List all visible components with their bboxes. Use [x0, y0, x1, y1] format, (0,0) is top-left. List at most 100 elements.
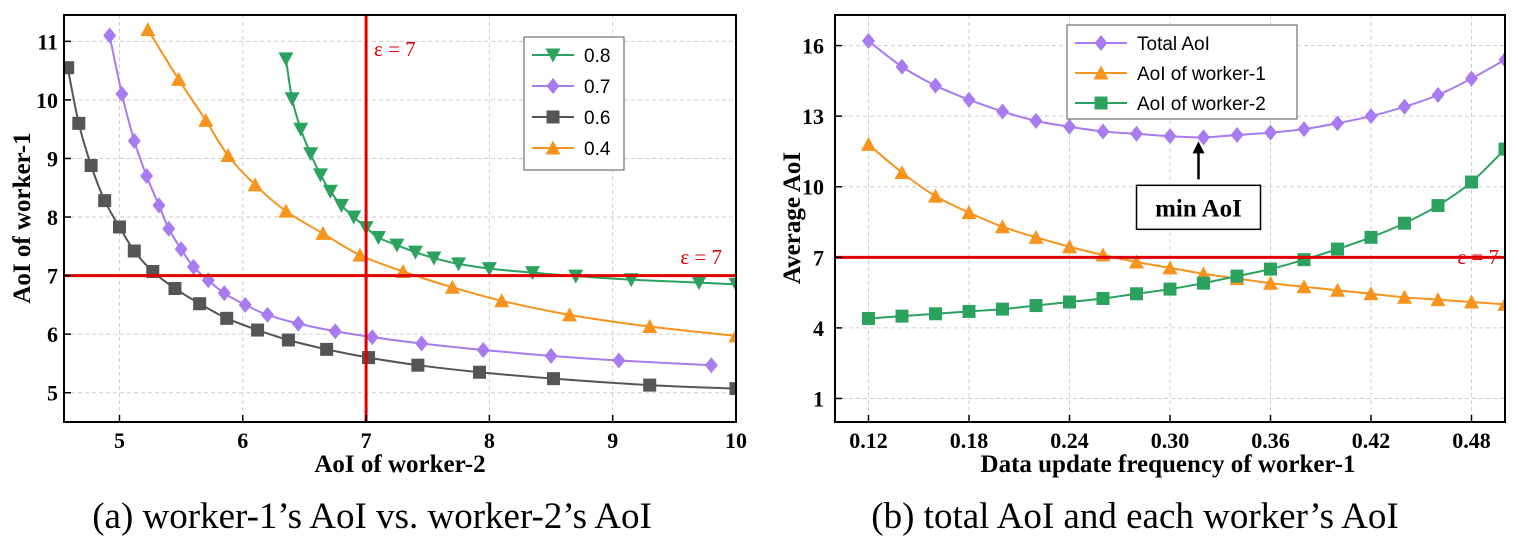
- a-series-2-point: [220, 311, 234, 325]
- b-series-0-point: [1264, 124, 1277, 141]
- a-series-0-point: [370, 231, 386, 246]
- a-x-tick-label: 5: [114, 428, 125, 453]
- b-series-2-point: [1230, 269, 1244, 283]
- a-legend-item-0: 0.8: [532, 46, 610, 67]
- b-x-tick-label: 0.18: [950, 428, 989, 453]
- annotation-box: [1135, 184, 1262, 231]
- b-series-2-point: [1163, 282, 1177, 296]
- a-x-axis-title: AoI of worker-2: [314, 451, 485, 478]
- a-series-3-point: [278, 203, 294, 218]
- b-series-0-point: [1297, 121, 1311, 138]
- b-x-tick-label: 0.36: [1251, 428, 1290, 453]
- a-legend-item-3: 0.4: [532, 139, 611, 160]
- b-series-0-point: [929, 77, 942, 94]
- a-legend-item-2: 0.6: [532, 108, 610, 129]
- b-reference-lines: ε = 7: [835, 245, 1505, 269]
- b-series-1-point: [1430, 292, 1446, 307]
- b-x-tick-label: 0.30: [1151, 428, 1190, 453]
- b-y-axis-title: Average AoI: [779, 152, 806, 284]
- a-plot-frame: [63, 14, 737, 423]
- b-series-2-point: [929, 307, 942, 321]
- a-series-1-point: [103, 27, 117, 44]
- a-legend-swatch-marker: [546, 110, 560, 124]
- a-series-2-point: [127, 244, 141, 258]
- a-x-tick-label: 9: [607, 428, 618, 453]
- caption-a: (a) worker-1’s AoI vs. worker-2’s AoI: [92, 496, 652, 537]
- a-series-2-point: [643, 378, 657, 392]
- a-series-1-point: [127, 132, 141, 149]
- b-series-0-point: [1498, 51, 1505, 68]
- b-series-2-point: [996, 302, 1009, 316]
- a-legend-label: 0.8: [584, 46, 610, 67]
- a-series-2-point: [84, 159, 98, 173]
- a-series-2-point: [168, 281, 182, 295]
- b-tick-labels: 0.12 0.18 0.24 0.30 0.36 0.42 0.48 1 4 7 10 13 16: [802, 34, 1491, 453]
- b-series-1-point: [995, 219, 1010, 234]
- a-series-1-point: [140, 168, 154, 185]
- b-series-2-point: [962, 304, 976, 318]
- panel-a: ε = 7 ε = 7 5 6 7 8 9 10 5 6 7 8 9 10 11 AoI of worke…: [9, 14, 747, 478]
- b-legend-item-1: AoI of worker-1: [1075, 64, 1266, 85]
- a-series-1-point: [115, 86, 129, 103]
- b-series-1-point: [1129, 254, 1144, 269]
- b-min-aoi-annotation: min AoI: [1135, 141, 1262, 231]
- a-series-0-point: [426, 251, 442, 266]
- a-series-2-point: [64, 61, 75, 75]
- b-series-1-point: [861, 136, 876, 151]
- a-series-3-point: [562, 307, 578, 322]
- a-series-1-point: [162, 220, 176, 237]
- a-series-3-point: [444, 279, 460, 294]
- b-series-0-point: [1398, 98, 1411, 115]
- a-series-3-point: [315, 225, 331, 240]
- a-series-1-point: [476, 341, 490, 358]
- b-series-2-point: [1029, 299, 1043, 313]
- b-series-0-point: [1096, 123, 1110, 140]
- b-series-0-point: [1029, 112, 1043, 129]
- a-series-2-point: [98, 194, 112, 208]
- b-series-2-point: [1297, 253, 1311, 267]
- b-series-2-point: [1364, 230, 1378, 244]
- b-series-0-point: [1197, 129, 1210, 146]
- a-series-0-point: [389, 238, 405, 253]
- panel-b: ε = 7 0.12 0.18 0.24 0.30 0.36 0.42 0.48 1 4 7 10 1…: [779, 14, 1506, 478]
- a-series-1-point: [328, 323, 342, 340]
- b-series-0-point: [1465, 70, 1478, 87]
- b-x-tick-label: 0.12: [849, 428, 888, 453]
- a-series-1-point: [152, 197, 166, 214]
- b-series-1-point: [1497, 296, 1505, 311]
- b-legend-item-0: Total AoI: [1075, 34, 1210, 55]
- a-series-0-line: [284, 58, 736, 286]
- a-x-tick-label: 6: [237, 428, 248, 453]
- a-series-2-point: [112, 220, 126, 234]
- b-series-1-point: [1296, 279, 1312, 294]
- a-x-tick-label: 10: [725, 428, 747, 453]
- b-ref-label: ε = 7: [1457, 245, 1499, 269]
- b-x-tick-label: 0.42: [1352, 428, 1391, 453]
- a-series-0-point: [451, 257, 467, 272]
- a-tick-labels: 5 6 7 8 9 10 5 6 7 8 9 10 11: [36, 29, 747, 453]
- a-y-tick-label: 6: [47, 322, 58, 347]
- b-series-0-point: [1230, 126, 1244, 143]
- b-series-1-point: [1028, 229, 1044, 244]
- a-series-3-point: [220, 148, 236, 163]
- b-legend-swatch-marker: [1094, 35, 1108, 51]
- b-series-1: [861, 136, 1505, 311]
- b-y-tick-label: 7: [813, 245, 824, 270]
- b-series-2-point: [1331, 242, 1344, 256]
- a-legend-item-1: 0.7: [532, 77, 610, 98]
- b-y-tick-label: 16: [802, 34, 824, 59]
- b-series-0-point: [1163, 128, 1177, 145]
- a-series-1-point: [174, 241, 188, 258]
- b-legend-swatch-marker: [1094, 96, 1108, 110]
- b-series-2-point: [1063, 295, 1076, 309]
- a-legend-label: 0.6: [584, 108, 610, 129]
- b-series-0: [862, 32, 1505, 146]
- b-series-2-point: [1264, 262, 1277, 276]
- b-legend-label: AoI of worker-2: [1137, 94, 1266, 115]
- b-series-2-point: [862, 311, 875, 325]
- a-series-1-point: [704, 357, 718, 374]
- a-series-3-point: [140, 22, 156, 37]
- b-series-2-point: [1431, 199, 1445, 213]
- a-series-3-point: [171, 71, 187, 86]
